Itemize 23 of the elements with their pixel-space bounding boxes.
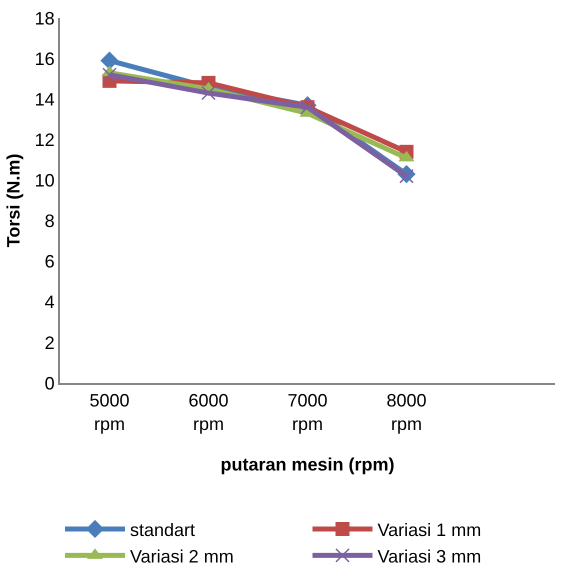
y-tick-label: 16 xyxy=(34,48,55,69)
legend-label: Variasi 3 mm xyxy=(378,546,482,566)
legend-label: Variasi 1 mm xyxy=(378,520,482,540)
x-tick-label: 5000 rpm xyxy=(89,390,130,434)
x-tick-label: 7000 rpm xyxy=(287,390,328,434)
x-tick-label: 8000 rpm xyxy=(386,390,427,434)
x-tick-label: 6000 rpm xyxy=(188,390,229,434)
point xyxy=(102,68,117,82)
y-tick-label: 6 xyxy=(44,252,55,272)
y-tick-label: 18 xyxy=(34,8,55,28)
legend-label: Variasi 2 mm xyxy=(130,546,234,566)
y-axis-title: Torsi (N.m) xyxy=(3,154,24,248)
y-tick-label: 14 xyxy=(34,89,55,110)
y-tick-label: 2 xyxy=(44,332,55,353)
x-axis-title: putaran mesin (rpm) xyxy=(220,454,395,474)
point xyxy=(100,51,119,70)
y-tick-label: 4 xyxy=(44,292,55,312)
y-tick-label: 0 xyxy=(44,373,55,394)
y-tick-label: 10 xyxy=(34,170,55,191)
point xyxy=(201,86,216,100)
y-tick-label: 8 xyxy=(44,211,55,232)
legend-label: standart xyxy=(130,520,196,540)
y-tick-label: 12 xyxy=(34,130,55,150)
